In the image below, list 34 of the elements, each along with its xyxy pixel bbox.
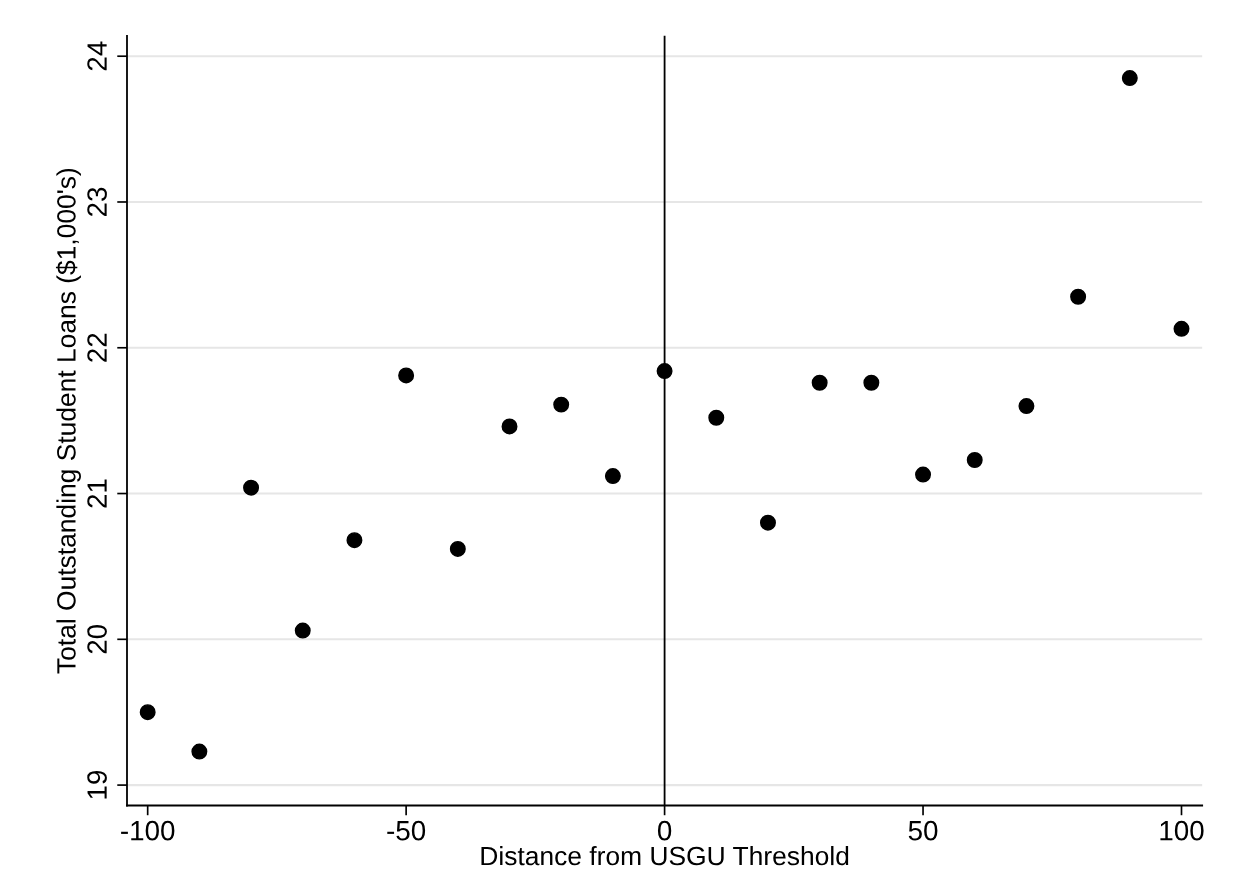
point	[398, 367, 415, 384]
point	[449, 540, 466, 557]
x-tick-label: 50	[908, 820, 938, 841]
point	[1121, 70, 1138, 87]
point	[191, 743, 208, 760]
point	[1173, 320, 1190, 337]
point	[656, 363, 673, 380]
point	[1070, 288, 1087, 305]
point	[915, 466, 932, 483]
point	[811, 374, 828, 391]
point	[759, 514, 776, 531]
x-tick-label: -100	[121, 820, 175, 841]
point	[708, 409, 725, 426]
point	[863, 374, 880, 391]
point	[501, 418, 518, 435]
point	[966, 452, 983, 468]
y-axis-title: Total Outstanding Student Loans ($1,000's)	[55, 168, 81, 674]
x-tick-label: 0	[657, 820, 672, 841]
point	[139, 704, 156, 721]
y-tick-label: 21	[87, 479, 107, 508]
x-tick-label: 100	[1160, 820, 1204, 841]
x-tick-label: -50	[387, 820, 426, 841]
y-tick-label: 22	[87, 333, 107, 362]
y-tick-label: 19	[87, 770, 107, 799]
point	[294, 622, 311, 639]
y-tick-label: 23	[87, 187, 107, 217]
x-axis-title: Distance from USGU Threshold	[481, 845, 849, 866]
y-tick-label: 20	[87, 624, 107, 654]
point	[553, 396, 570, 413]
y-tick-label: 24	[87, 41, 107, 71]
point	[1018, 398, 1035, 415]
point	[604, 468, 621, 485]
point	[346, 532, 363, 549]
point	[243, 479, 260, 496]
